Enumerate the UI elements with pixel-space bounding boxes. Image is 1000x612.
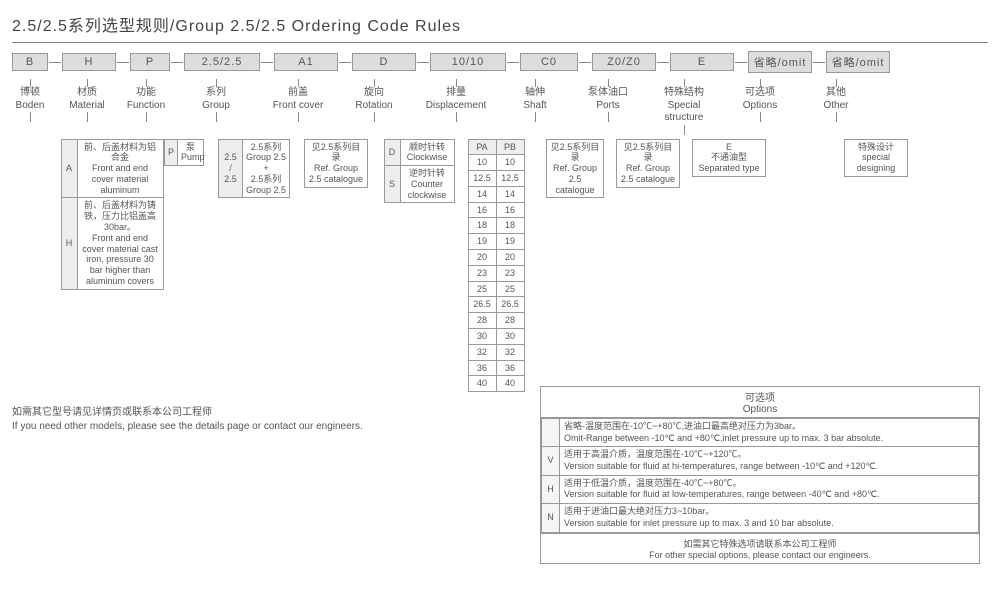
segment-11: 省略/omit: [826, 51, 890, 73]
label-10: 可选项Options: [728, 79, 792, 135]
options-box: 可选项Options省略-温度范围在-10℃~+80℃,进油口最高绝对压力为3b…: [540, 386, 980, 564]
ports-box: 见2.5系列目录Ref. Group 2.5 catalogue: [616, 139, 680, 188]
segment-1: H: [62, 53, 116, 71]
label-4: 前盖Front cover: [266, 79, 330, 135]
segment-3: 2.5/2.5: [184, 53, 260, 71]
label-1: 材质Material: [60, 79, 114, 135]
special-table: E不通油型Separated type: [692, 139, 766, 177]
segment-9: E: [670, 53, 734, 71]
label-11: 其他Other: [804, 79, 868, 135]
label-row: 博顿Boden 材质Material 功能Function 系列Group前盖Fron…: [12, 79, 988, 135]
label-3: 系列Group: [178, 79, 254, 135]
function-table: P泵Pump: [164, 139, 204, 167]
label-8: 泵体油口Ports: [576, 79, 640, 135]
segment-2: P: [130, 53, 170, 71]
segment-6: 10/10: [430, 53, 506, 71]
segment-10: 省略/omit: [748, 51, 812, 73]
label-7: 轴伸Shaft: [506, 79, 564, 135]
label-5: 旋向Rotation: [342, 79, 406, 135]
segment-0: B: [12, 53, 48, 71]
rotation-table: D顺时针转ClockwiseS逆时针转Counter clockwise: [384, 139, 455, 204]
segment-row: BHP 2.5/2.5 A1 D 10/10 C0 Z0/Z0 E 省略/omit 省略/omit: [12, 51, 988, 73]
label-0: 博顿Boden: [12, 79, 48, 135]
segment-8: Z0/Z0: [592, 53, 656, 71]
label-2: 功能Function: [126, 79, 166, 135]
segment-4: A1: [274, 53, 338, 71]
shaft-box: 见2.5系列目录Ref. Group 2.5 catalogue: [546, 139, 604, 199]
segment-5: D: [352, 53, 416, 71]
displacement-table: PAPB101012.512.5141416161818191920202323…: [468, 139, 525, 393]
label-6: 排量Displacement: [418, 79, 494, 135]
group-table: 2.5/2.52.5系列Group 2.5+2.5系列Group 2.5: [218, 139, 290, 199]
frontcover-box: 见2.5系列目录Ref. Group 2.5 catalogue: [304, 139, 368, 188]
details-row: A前、后盖材料为铝合金Front and end cover material …: [12, 139, 988, 393]
material-table: A前、后盖材料为铝合金Front and end cover material …: [61, 139, 164, 290]
segment-7: C0: [520, 53, 578, 71]
other-box: 特殊设计special designing: [844, 139, 908, 177]
title-rule: [12, 42, 988, 43]
label-9: 特殊结构Special structure: [652, 79, 716, 135]
page-title: 2.5/2.5系列选型规则/Group 2.5/2.5 Ordering Cod…: [12, 12, 988, 36]
